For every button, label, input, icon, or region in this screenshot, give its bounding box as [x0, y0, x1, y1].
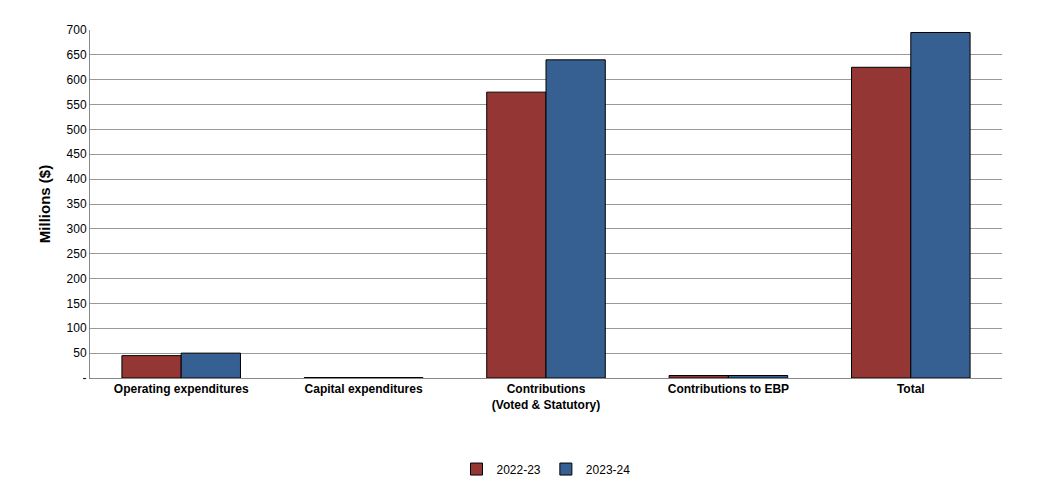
svg-text:500: 500 — [67, 123, 87, 137]
svg-text:300: 300 — [67, 222, 87, 236]
svg-text:Millions ($): Millions ($) — [36, 165, 53, 243]
svg-text:200: 200 — [67, 272, 87, 286]
svg-text:100: 100 — [67, 321, 87, 335]
svg-text:350: 350 — [67, 197, 87, 211]
svg-text:2022-23: 2022-23 — [497, 463, 541, 477]
svg-text:-: - — [83, 371, 87, 385]
svg-text:400: 400 — [67, 172, 87, 186]
svg-text:Capital expenditures: Capital expenditures — [305, 382, 423, 396]
svg-text:2023-24: 2023-24 — [586, 463, 630, 477]
svg-text:450: 450 — [67, 147, 87, 161]
svg-text:250: 250 — [67, 247, 87, 261]
svg-text:550: 550 — [67, 98, 87, 112]
svg-text:150: 150 — [67, 297, 87, 311]
svg-text:Operating expenditures: Operating expenditures — [114, 382, 249, 396]
svg-text:Contributions to EBP: Contributions to EBP — [668, 382, 789, 396]
svg-text:Total: Total — [897, 382, 925, 396]
svg-text:Contributions(Voted & Statutor: Contributions(Voted & Statutory) — [492, 382, 600, 412]
svg-text:50: 50 — [73, 346, 87, 360]
svg-text:600: 600 — [67, 73, 87, 87]
svg-text:700: 700 — [67, 23, 87, 37]
svg-text:650: 650 — [67, 48, 87, 62]
